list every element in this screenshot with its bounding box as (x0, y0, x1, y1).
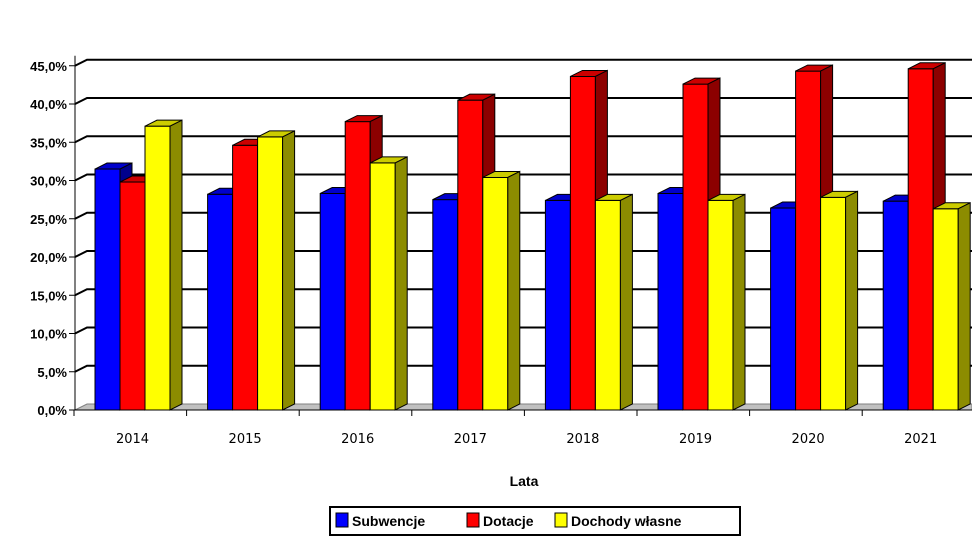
gridline (74, 97, 972, 105)
x-tick-labels: 2014 2015 2016 2017 2018 2019 2020 2021 (116, 432, 937, 447)
x-tick-label: 2016 (341, 432, 374, 447)
gridline (74, 58, 972, 67)
legend-swatch (466, 512, 480, 528)
y-tick-label: 20,0% (30, 250, 67, 265)
y-tick-label: 40,0% (30, 97, 67, 112)
x-tick-label: 2018 (566, 432, 599, 447)
y-tick-labels: 0,0% 5,0% 10,0% 15,0% 20,0% 25,0% 30,0% 35,0% 40… (30, 59, 67, 418)
legend-label: Dochody własne (571, 513, 682, 529)
bar-dochody-własne-2015 (257, 130, 296, 411)
y-tick-label: 0,0% (37, 403, 67, 418)
gridline (74, 173, 972, 182)
bars (94, 62, 971, 411)
bar-dochody-własne-2021 (932, 201, 971, 411)
legend: Subwencje Dotacje Dochody własne (329, 506, 741, 536)
gridline (74, 135, 972, 144)
legend-item-dotacje: Dotacje (466, 512, 534, 529)
y-tick-label: 5,0% (37, 365, 67, 380)
legend-swatch (554, 512, 568, 528)
legend-swatch (335, 512, 349, 528)
x-axis-label: Lata (510, 473, 539, 489)
y-tick-label: 10,0% (30, 327, 67, 342)
legend-box (329, 506, 741, 536)
y-tick-label: 15,0% (30, 288, 67, 303)
y-tick-label: 35,0% (30, 135, 67, 150)
x-tick-label: 2020 (792, 432, 825, 447)
bar-dochody-własne-2016 (369, 156, 408, 411)
legend-item-dochody-własne: Dochody własne (554, 512, 682, 529)
bar-dochody-własne-2014 (144, 119, 183, 411)
x-tick-label: 2019 (679, 432, 712, 447)
y-tick-label: 25,0% (30, 212, 67, 227)
y-tick-label: 30,0% (30, 174, 67, 189)
x-tick-label: 2015 (229, 432, 262, 447)
legend-item-subwencje: Subwencje (335, 512, 425, 529)
legend-label: Dotacje (483, 513, 534, 529)
x-tick-label: 2021 (904, 432, 937, 447)
bar-dochody-własne-2019 (707, 193, 746, 411)
bar-dochody-własne-2017 (482, 170, 521, 411)
y-tick-label: 45,0% (30, 59, 67, 74)
x-tick-label: 2014 (116, 432, 149, 447)
legend-label: Subwencje (352, 513, 425, 529)
x-tick-label: 2017 (454, 432, 487, 447)
bar-dochody-własne-2018 (594, 193, 633, 411)
bar-dochody-własne-2020 (820, 190, 859, 411)
